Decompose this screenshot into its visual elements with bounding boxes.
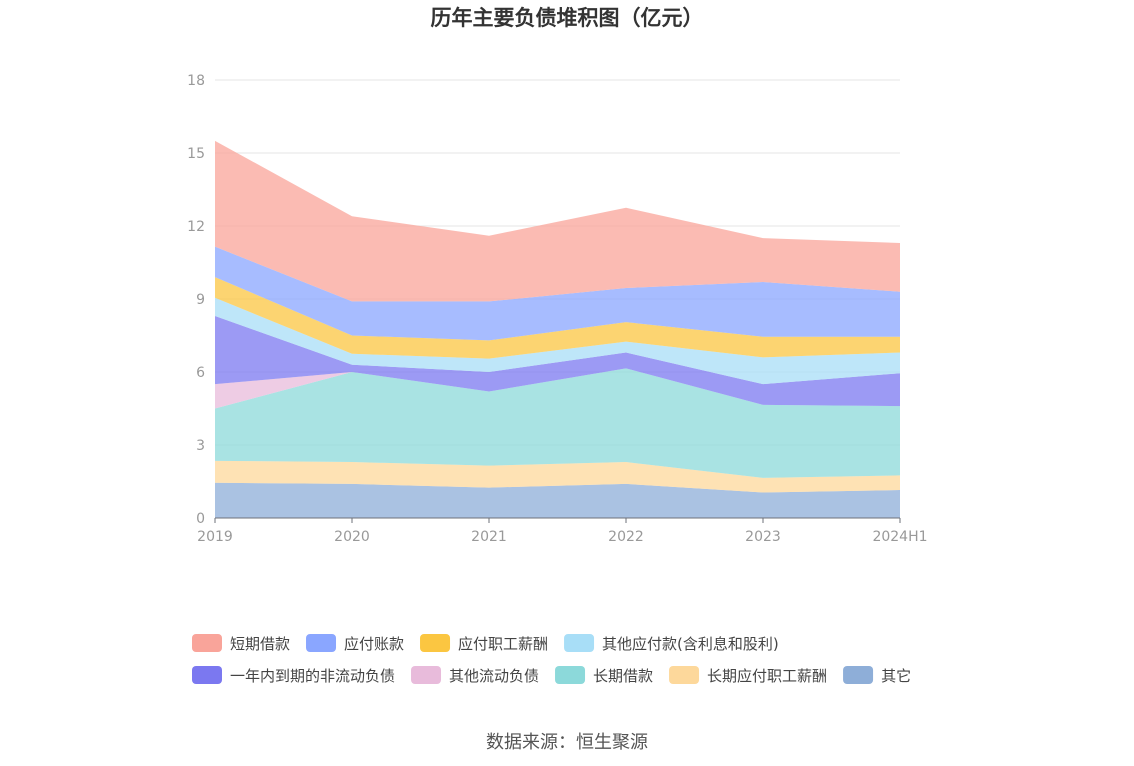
area-5 — [215, 297, 900, 385]
x-tick-label: 2021 — [471, 529, 507, 545]
legend-swatch[interactable] — [843, 666, 874, 684]
legend-swatch[interactable] — [306, 634, 337, 652]
axes: 2019 2020 2021 2022 2023 2024H1 — [197, 517, 928, 545]
legend-swatch[interactable] — [420, 634, 451, 652]
y-tick-label: 6 — [196, 365, 205, 381]
area-7 — [215, 246, 900, 341]
area-6 — [215, 277, 900, 359]
legend-label[interactable]: 其它 — [881, 667, 911, 685]
legend-label[interactable]: 短期借款 — [230, 635, 290, 653]
legend: 短期借款 应付账款 应付职工薪酬 其他应付款(含利息和股利) 一年内到期的非流动负债 其他… — [192, 634, 911, 685]
legend-label[interactable]: 长期借款 — [593, 667, 653, 685]
area-1 — [215, 460, 900, 493]
x-tick-label: 2022 — [608, 529, 644, 545]
y-tick-label: 3 — [196, 438, 205, 454]
legend-swatch[interactable] — [192, 634, 222, 652]
x-tick-label: 2020 — [334, 529, 370, 545]
legend-swatch[interactable] — [411, 666, 442, 684]
y-tick-label: 15 — [187, 146, 205, 162]
legend-label[interactable]: 其他流动负债 — [449, 667, 539, 685]
legend-label[interactable]: 长期应付职工薪酬 — [707, 667, 827, 685]
x-tick-label: 2023 — [745, 529, 781, 545]
y-tick-label: 18 — [187, 73, 205, 89]
legend-label[interactable]: 应付职工薪酬 — [458, 635, 548, 653]
area-8 — [215, 140, 900, 302]
y-tick-label: 12 — [187, 219, 205, 235]
area-0 — [215, 482, 900, 518]
area-4 — [215, 316, 900, 407]
legend-label[interactable]: 应付账款 — [344, 635, 404, 653]
area-series — [215, 140, 900, 518]
legend-swatch[interactable] — [555, 666, 586, 684]
y-tick-label: 0 — [196, 511, 205, 527]
legend-label[interactable]: 一年内到期的非流动负债 — [230, 667, 395, 685]
x-tick-label: 2024H1 — [872, 529, 927, 545]
legend-swatch[interactable] — [564, 634, 595, 652]
source-note: 数据来源：恒生聚源 — [486, 732, 648, 753]
chart-title: 历年主要负债堆积图（亿元） — [431, 6, 704, 30]
y-tick-label: 9 — [196, 292, 205, 308]
legend-swatch[interactable] — [192, 666, 222, 684]
legend-swatch[interactable] — [669, 666, 700, 684]
legend-label[interactable]: 其他应付款(含利息和股利) — [602, 635, 779, 653]
x-tick-label: 2019 — [197, 529, 233, 545]
